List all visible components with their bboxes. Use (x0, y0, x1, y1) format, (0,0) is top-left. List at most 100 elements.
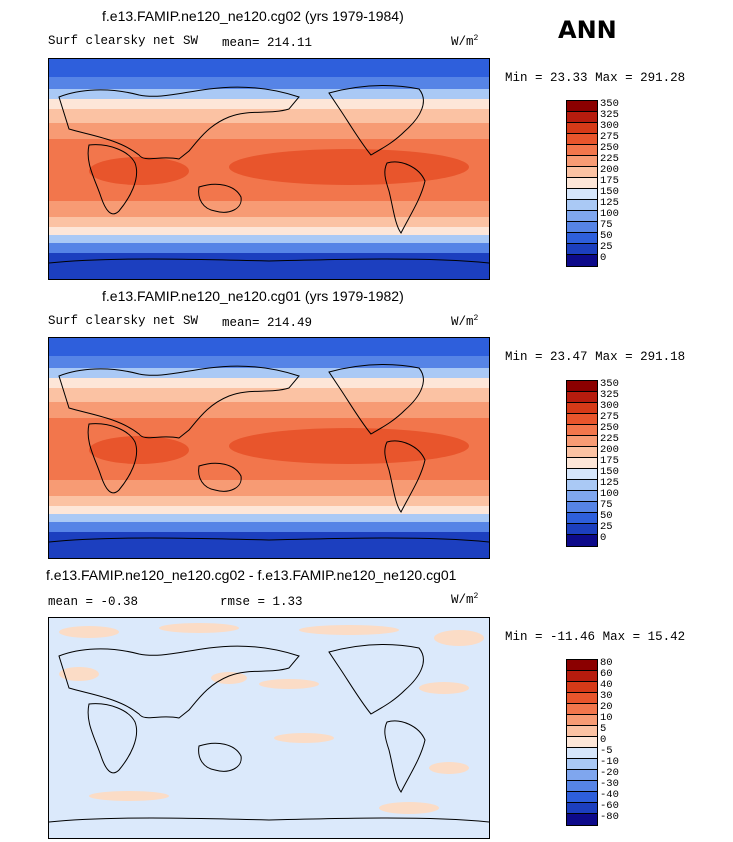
colorbar-box (567, 480, 597, 491)
colorbar-tick: 75 (600, 219, 613, 231)
colorbar-tick: 10 (600, 712, 613, 724)
panel-3-colorbar (566, 659, 598, 826)
colorbar-tick: 25 (600, 521, 613, 533)
diff-patch (59, 626, 119, 638)
band (49, 378, 489, 388)
south-america-outline (384, 720, 426, 793)
panel-1-map-svg (49, 59, 489, 279)
diff-warm-patches (59, 623, 484, 814)
colorbar-box (567, 145, 597, 156)
panel-1-variable: Surf clearsky net SW (48, 34, 199, 48)
band (49, 109, 489, 123)
panel-2-variable: Surf clearsky net SW (48, 314, 199, 328)
colorbar-box (567, 792, 597, 803)
colorbar-tick: 100 (600, 208, 619, 220)
max-label: Max = (602, 630, 641, 644)
band (49, 123, 489, 139)
min-label: Min = (505, 630, 543, 644)
colorbar-box (567, 414, 597, 425)
colorbar-tick: 225 (600, 433, 619, 445)
band (49, 368, 489, 378)
colorbar-box (567, 200, 597, 211)
australia-outline (198, 183, 242, 213)
band (49, 480, 489, 496)
colorbar-tick: 60 (600, 668, 613, 680)
africa-outline (87, 423, 137, 494)
colorbar-tick: 150 (600, 186, 619, 198)
north-america-outline (328, 364, 424, 435)
colorbar-tick: 150 (600, 466, 619, 478)
colorbar-tick: 300 (600, 120, 619, 132)
colorbar-tick: -20 (600, 767, 619, 779)
season-label: ANN (558, 16, 617, 44)
colorbar-tick: 25 (600, 241, 613, 253)
colorbar-box (567, 715, 597, 726)
band (49, 77, 489, 89)
units-text: W/m (451, 593, 474, 608)
colorbar-box (567, 803, 597, 814)
colorbar-tick: 250 (600, 422, 619, 434)
panel-3-minmax: Min = -11.46 Max = 15.42 (505, 630, 685, 644)
units-sup: 2 (473, 34, 479, 43)
colorbar-box (567, 748, 597, 759)
antarctica-outline (49, 258, 489, 264)
diff-patch (299, 625, 399, 635)
min-value: -11.46 (550, 630, 596, 644)
colorbar-tick: 275 (600, 411, 619, 423)
panel-1-title: f.e13.FAMIP.ne120_ne120.cg02 (yrs 1979-1… (102, 8, 404, 24)
panel-3-mean: mean = -0.38 (48, 595, 138, 609)
diff-patch (419, 682, 469, 694)
band (49, 253, 489, 279)
band (49, 388, 489, 402)
band (49, 89, 489, 99)
units-text: W/m (451, 315, 474, 330)
north-america-outline (328, 85, 424, 156)
colorbar-box (567, 814, 597, 825)
australia-outline (198, 462, 242, 492)
colorbar-tick: 225 (600, 153, 619, 165)
colorbar-box (567, 682, 597, 693)
diff-patch (211, 672, 247, 684)
panel-2-mean-label: mean= (222, 316, 260, 330)
colorbar-tick: 325 (600, 389, 619, 401)
colorbar-tick: -40 (600, 789, 619, 801)
colorbar-box (567, 112, 597, 123)
panel-1-mean-label: mean= (222, 36, 260, 50)
panel-1-minmax: Min = 23.33 Max = 291.28 (505, 71, 685, 85)
colorbar-box (567, 167, 597, 178)
colorbar-box (567, 535, 597, 546)
australia-outline (198, 742, 242, 772)
diff-patch (159, 623, 239, 633)
eurasia-outline (58, 365, 300, 439)
max-label: Max = (595, 350, 633, 364)
colorbar-box (567, 693, 597, 704)
colorbar-box (567, 189, 597, 200)
colorbar-tick: 300 (600, 400, 619, 412)
colorbar-tick: 175 (600, 175, 619, 187)
band (49, 496, 489, 506)
colorbar-tick: 350 (600, 378, 619, 390)
panel-2-mean-value: 214.49 (267, 316, 313, 330)
min-value: 23.33 (550, 71, 588, 85)
colorbar-box (567, 255, 597, 266)
warm-core (89, 436, 189, 464)
colorbar-box (567, 781, 597, 792)
band (49, 506, 489, 514)
panel-1-units: W/m2 (451, 34, 478, 49)
panel-3-mean-value: -0.38 (100, 595, 139, 609)
colorbar-box (567, 403, 597, 414)
colorbar-box (567, 502, 597, 513)
band (49, 402, 489, 418)
panel-2-mean: mean= 214.49 (222, 316, 312, 330)
band (49, 99, 489, 109)
panel-3-rmse-value: 1.33 (272, 595, 303, 609)
min-value: 23.47 (550, 350, 588, 364)
panel-3-rmse: rmse = 1.33 (220, 595, 303, 609)
colorbar-box (567, 178, 597, 189)
max-label: Max = (595, 71, 633, 85)
colorbar-tick: -60 (600, 800, 619, 812)
south-america-outline (384, 161, 426, 234)
panel-3-units: W/m2 (451, 592, 478, 607)
units-sup: 2 (473, 314, 479, 323)
antarctica-outline (49, 537, 489, 543)
